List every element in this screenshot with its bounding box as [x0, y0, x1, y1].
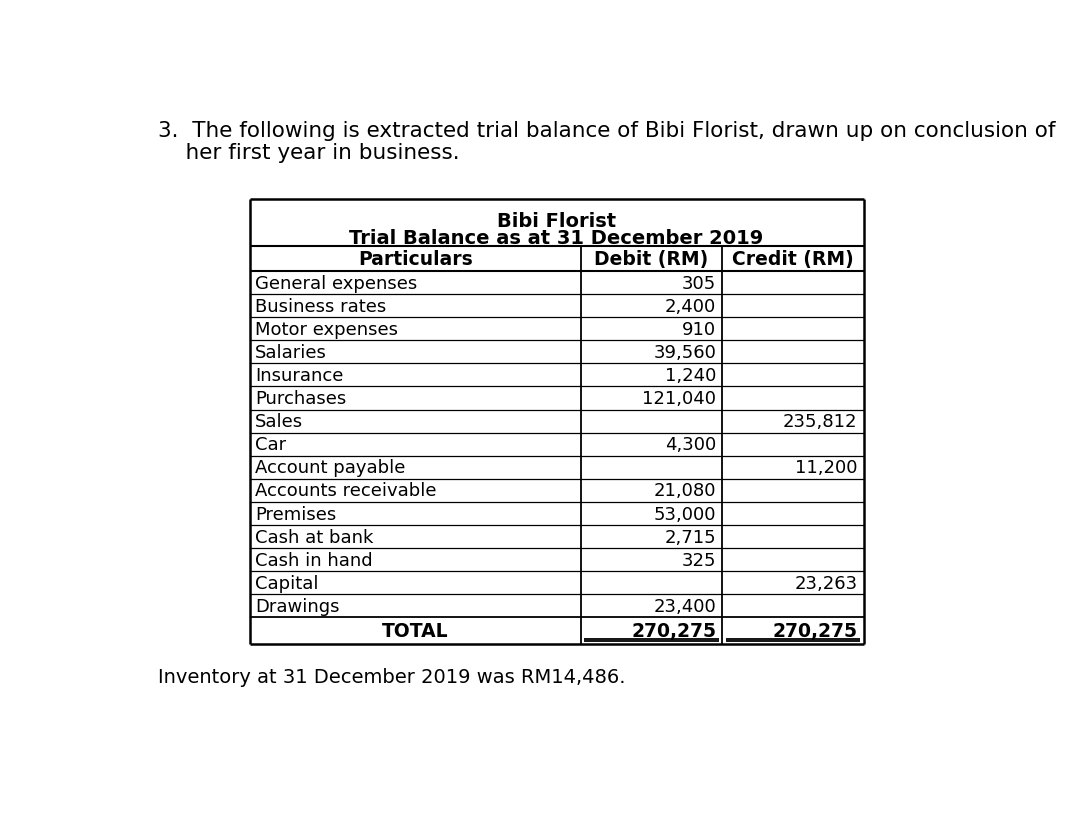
- Text: 270,275: 270,275: [631, 621, 716, 640]
- Text: Motor expenses: Motor expenses: [255, 320, 399, 339]
- Text: 23,263: 23,263: [794, 574, 858, 592]
- Text: Inventory at 31 December 2019 was RM14,486.: Inventory at 31 December 2019 was RM14,4…: [159, 667, 625, 686]
- Text: 2,715: 2,715: [664, 528, 716, 546]
- Text: her first year in business.: her first year in business.: [159, 142, 460, 162]
- Text: Accounts receivable: Accounts receivable: [255, 482, 436, 500]
- Text: 121,040: 121,040: [643, 389, 716, 407]
- Text: Cash at bank: Cash at bank: [255, 528, 374, 546]
- Text: Salaries: Salaries: [255, 344, 327, 361]
- Text: Credit (RM): Credit (RM): [732, 250, 854, 269]
- Text: 270,275: 270,275: [772, 621, 858, 640]
- Text: Account payable: Account payable: [255, 459, 405, 477]
- Text: Insurance: Insurance: [255, 367, 343, 384]
- Text: TOTAL: TOTAL: [382, 621, 448, 640]
- Text: Premises: Premises: [255, 505, 336, 522]
- Text: General expenses: General expenses: [255, 274, 417, 292]
- Text: Debit (RM): Debit (RM): [594, 250, 708, 269]
- Text: 23,400: 23,400: [653, 597, 716, 615]
- Text: Bibi Florist: Bibi Florist: [497, 212, 617, 231]
- Text: 1,240: 1,240: [665, 367, 716, 384]
- Text: 39,560: 39,560: [653, 344, 716, 361]
- Text: 4,300: 4,300: [665, 436, 716, 454]
- Text: 2,400: 2,400: [665, 297, 716, 315]
- Text: Business rates: Business rates: [255, 297, 387, 315]
- Text: 235,812: 235,812: [783, 412, 858, 431]
- Text: Drawings: Drawings: [255, 597, 339, 615]
- Text: Capital: Capital: [255, 574, 319, 592]
- Text: Sales: Sales: [255, 412, 303, 431]
- Text: 325: 325: [681, 551, 716, 569]
- Text: 21,080: 21,080: [653, 482, 716, 500]
- Text: Particulars: Particulars: [357, 250, 473, 269]
- Text: Cash in hand: Cash in hand: [255, 551, 373, 569]
- Text: 305: 305: [681, 274, 716, 292]
- Text: Trial Balance as at 31 December 2019: Trial Balance as at 31 December 2019: [350, 229, 764, 248]
- Text: Car: Car: [255, 436, 286, 454]
- Text: 53,000: 53,000: [653, 505, 716, 522]
- Text: 3.  The following is extracted trial balance of Bibi Florist, drawn up on conclu: 3. The following is extracted trial bala…: [159, 121, 1056, 141]
- Text: 910: 910: [683, 320, 716, 339]
- Text: Purchases: Purchases: [255, 389, 347, 407]
- Text: 11,200: 11,200: [795, 459, 858, 477]
